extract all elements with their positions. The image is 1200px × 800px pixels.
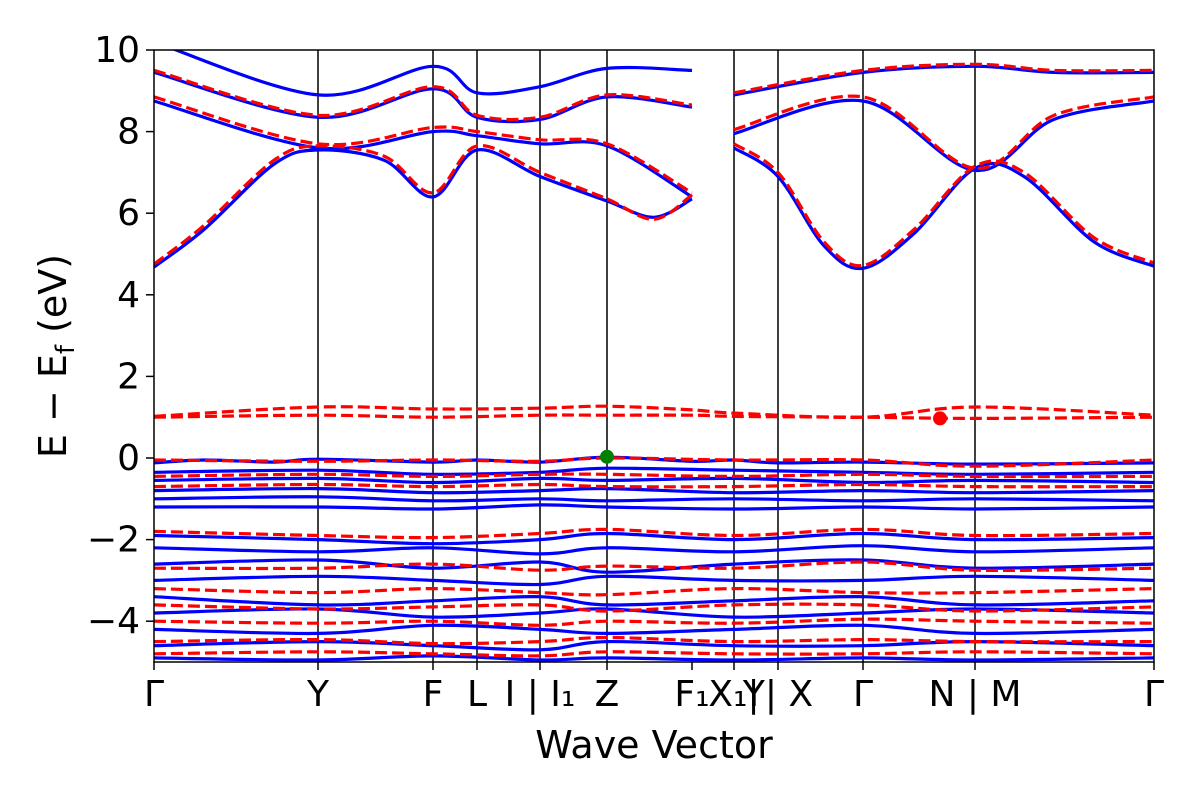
solid-band-11	[154, 495, 1154, 503]
solid-band-12	[154, 503, 1154, 511]
solid-band-19	[154, 623, 1154, 636]
solid-band-8	[154, 466, 1154, 476]
solid-band-0	[154, 148, 693, 269]
y-axis-title-subscript: f	[51, 344, 81, 354]
y-tick-label: 6	[117, 193, 140, 234]
solid-band-3	[733, 98, 1154, 173]
dashed-band-4	[154, 68, 693, 122]
y-tick-label: 4	[117, 275, 140, 316]
solid-band-13	[154, 531, 1154, 546]
x-tick-label-5: Z	[595, 674, 620, 715]
dashed-band-11	[154, 527, 1154, 540]
dashed-band-12	[154, 560, 1154, 573]
y-tick-label: −2	[87, 520, 140, 561]
solid-band-14	[154, 544, 1154, 556]
x-tick-label-3: L	[467, 674, 487, 715]
dashed-band-2	[154, 95, 693, 195]
dashed-band-3	[733, 94, 1154, 170]
x-tick-label-9: Γ	[853, 674, 873, 715]
y-tick-label: −4	[87, 601, 140, 642]
dashed-band-16	[154, 635, 1154, 646]
x-tick-label-6: F₁	[674, 674, 709, 715]
solid-band-21	[154, 654, 1154, 662]
x-tick-label-1: Y	[306, 674, 330, 715]
solid-band-9	[154, 476, 1154, 485]
solid-band-4	[154, 70, 693, 124]
x-tick-label-2: F	[423, 674, 444, 715]
solid-band-2	[154, 99, 693, 199]
x-tick-label-8: Y| X	[742, 674, 813, 715]
y-axis-title-unit: (eV)	[31, 254, 75, 333]
dashed-band-15	[154, 617, 1154, 627]
dashed-bands-series	[154, 62, 1154, 658]
dashed-band-9	[154, 472, 1154, 479]
x-tick-label-0: Γ	[144, 674, 164, 715]
dashed-band-5	[733, 62, 1154, 95]
solid-band-10	[154, 486, 1154, 495]
dashed-band-0	[154, 144, 693, 266]
y-axis-title-main: E − E	[31, 354, 75, 458]
solid-band-17	[154, 595, 1154, 607]
valence-band-maximum-marker	[600, 449, 614, 464]
x-tick-label-4: I | I₁	[505, 674, 576, 715]
solid-band-15	[154, 558, 1154, 574]
solid-band-6	[171, 50, 693, 97]
dashed-band-14	[154, 602, 1154, 613]
dashed-band-8	[154, 456, 1154, 468]
dashed-band-7	[154, 404, 1154, 419]
dashed-band-13	[154, 586, 1154, 597]
dashed-band-17	[154, 650, 1154, 658]
solid-band-5	[733, 64, 1154, 97]
y-tick-label: 0	[117, 438, 140, 479]
x-axis-title: Wave Vector	[535, 723, 773, 767]
dashed-band-1	[733, 142, 1154, 268]
high-symmetry-lines	[317, 50, 976, 662]
x-tick-label-11: Γ	[1144, 674, 1164, 715]
conduction-band-minimum-marker	[933, 411, 947, 426]
band-edge-markers	[600, 411, 947, 464]
y-axis-title: E − Ef (eV)	[31, 254, 81, 458]
y-tick-label: 8	[117, 112, 140, 153]
plot-frame	[153, 49, 1155, 663]
solid-band-1	[733, 146, 1154, 271]
y-tick-label: 10	[94, 30, 140, 71]
solid-band-16	[154, 574, 1154, 587]
dashed-band-6	[154, 413, 1154, 421]
y-tick-label: 2	[117, 356, 140, 397]
dashed-band-10	[154, 482, 1154, 489]
y-axis: −4 −2 0 2 4 6 8 10	[87, 30, 154, 642]
x-tick-label-10: N | M	[928, 674, 1021, 715]
x-tick-label-7: X₁|	[708, 674, 759, 715]
